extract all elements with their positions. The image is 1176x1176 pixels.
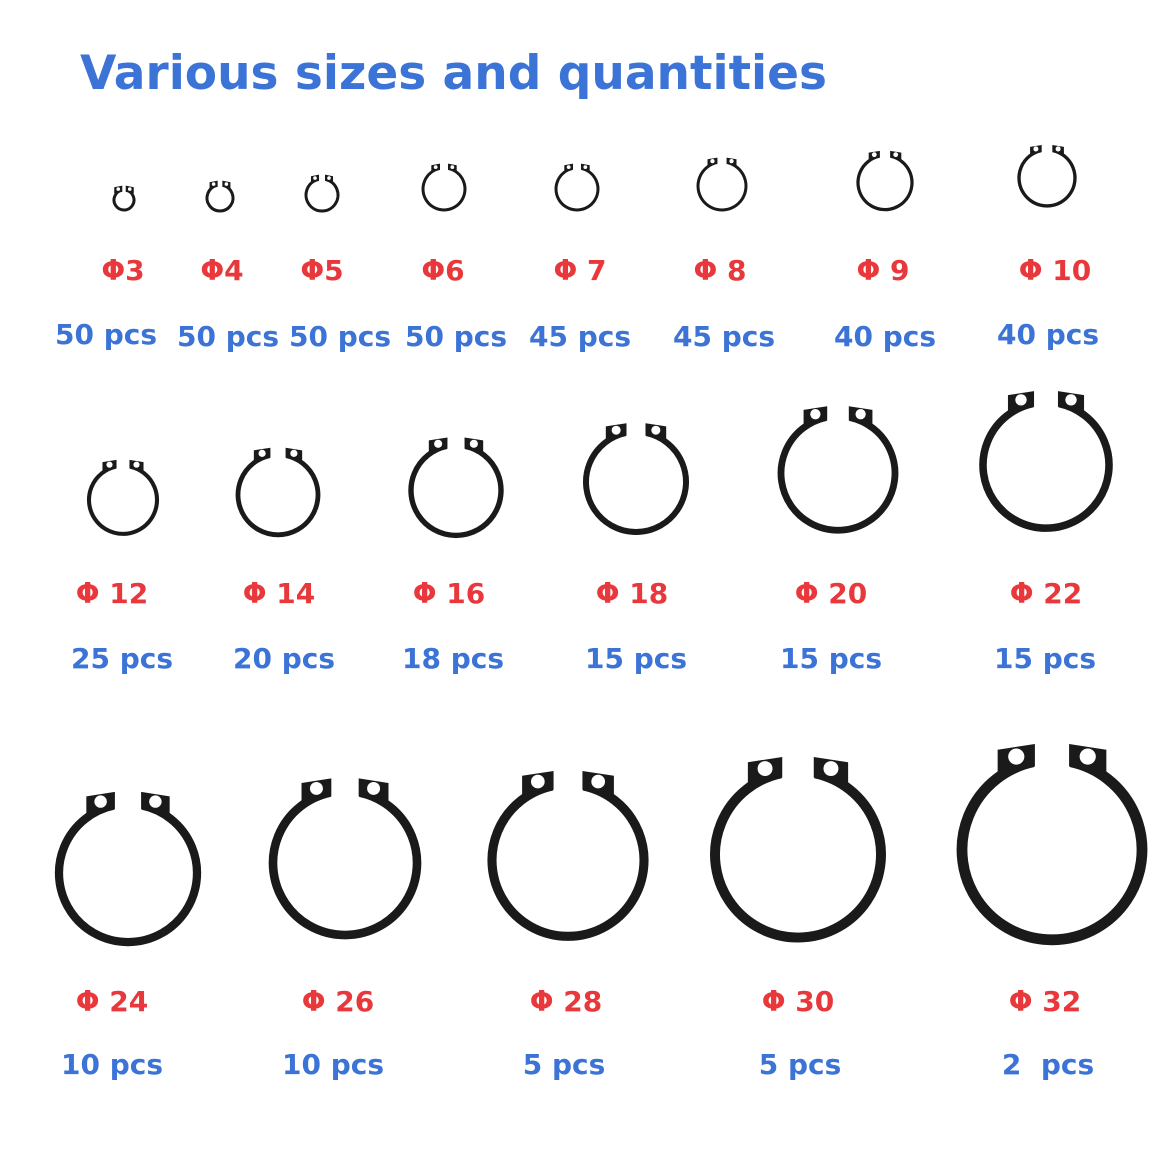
size-label: Φ 8 (693, 254, 747, 287)
size-label: Φ 9 (856, 254, 910, 287)
circlip-ring-icon (775, 392, 901, 536)
size-label: Φ6 (421, 254, 465, 287)
size-label: Φ 7 (553, 254, 607, 287)
size-label: Φ 26 (301, 985, 375, 1018)
circlip-ring-icon (201, 171, 239, 217)
quantity-label: 20 pcs (232, 642, 336, 675)
size-label: Φ 32 (1008, 985, 1082, 1018)
quantity-label: 50 pcs (288, 320, 392, 353)
circlip-ring-icon (53, 776, 203, 948)
size-label: Φ 24 (75, 985, 149, 1018)
quantity-label: 40 pcs (996, 318, 1100, 351)
quantity-label: 25 pcs (70, 642, 174, 675)
quantity-label: 10 pcs (281, 1048, 385, 1081)
size-label: Φ 22 (1009, 577, 1083, 610)
quantity-label: 50 pcs (54, 318, 158, 351)
quantity-label: 10 pcs (60, 1048, 164, 1081)
size-label: Φ 10 (1018, 254, 1092, 287)
circlip-ring-icon (267, 762, 423, 941)
quantity-label: 50 pcs (404, 320, 508, 353)
circlip-ring-icon (852, 141, 918, 216)
size-label: Φ 12 (75, 577, 149, 610)
quantity-label: 15 pcs (584, 642, 688, 675)
size-label: Φ 14 (242, 577, 316, 610)
quantity-label: 5 pcs (758, 1048, 842, 1081)
circlip-ring-icon (405, 425, 507, 541)
size-label: Φ 30 (761, 985, 835, 1018)
quantity-label: 40 pcs (833, 320, 937, 353)
circlip-ring-icon (232, 436, 324, 541)
size-label: Φ 28 (529, 985, 603, 1018)
circlip-ring-icon (580, 410, 692, 538)
circlip-ring-icon (486, 754, 650, 942)
circlip-ring-icon (692, 148, 752, 216)
quantity-label: 45 pcs (672, 320, 776, 353)
circlip-ring-icon (108, 176, 140, 216)
quantity-label: 15 pcs (993, 642, 1097, 675)
circlip-ring-icon (709, 739, 887, 944)
quantity-label: 50 pcs (176, 320, 280, 353)
size-label: Φ3 (101, 254, 145, 287)
circlip-ring-icon (300, 165, 344, 217)
quantity-label: 45 pcs (528, 320, 632, 353)
circlip-ring-icon (977, 376, 1115, 534)
quantity-label: 2 pcs (1001, 1048, 1095, 1081)
circlip-ring-icon (550, 154, 604, 216)
quantity-label: 18 pcs (401, 642, 505, 675)
size-label: Φ4 (200, 254, 244, 287)
size-label: Φ 18 (595, 577, 669, 610)
page-title: Various sizes and quantities (80, 46, 828, 101)
quantity-label: 15 pcs (779, 642, 883, 675)
quantity-label: 5 pcs (522, 1048, 606, 1081)
size-label: Φ 16 (412, 577, 486, 610)
size-label: Φ 20 (794, 577, 868, 610)
circlip-ring-icon (83, 449, 163, 540)
circlip-ring-icon (1013, 135, 1081, 212)
circlip-ring-icon (417, 154, 471, 216)
size-label: Φ5 (300, 254, 344, 287)
circlip-ring-icon (956, 725, 1148, 946)
